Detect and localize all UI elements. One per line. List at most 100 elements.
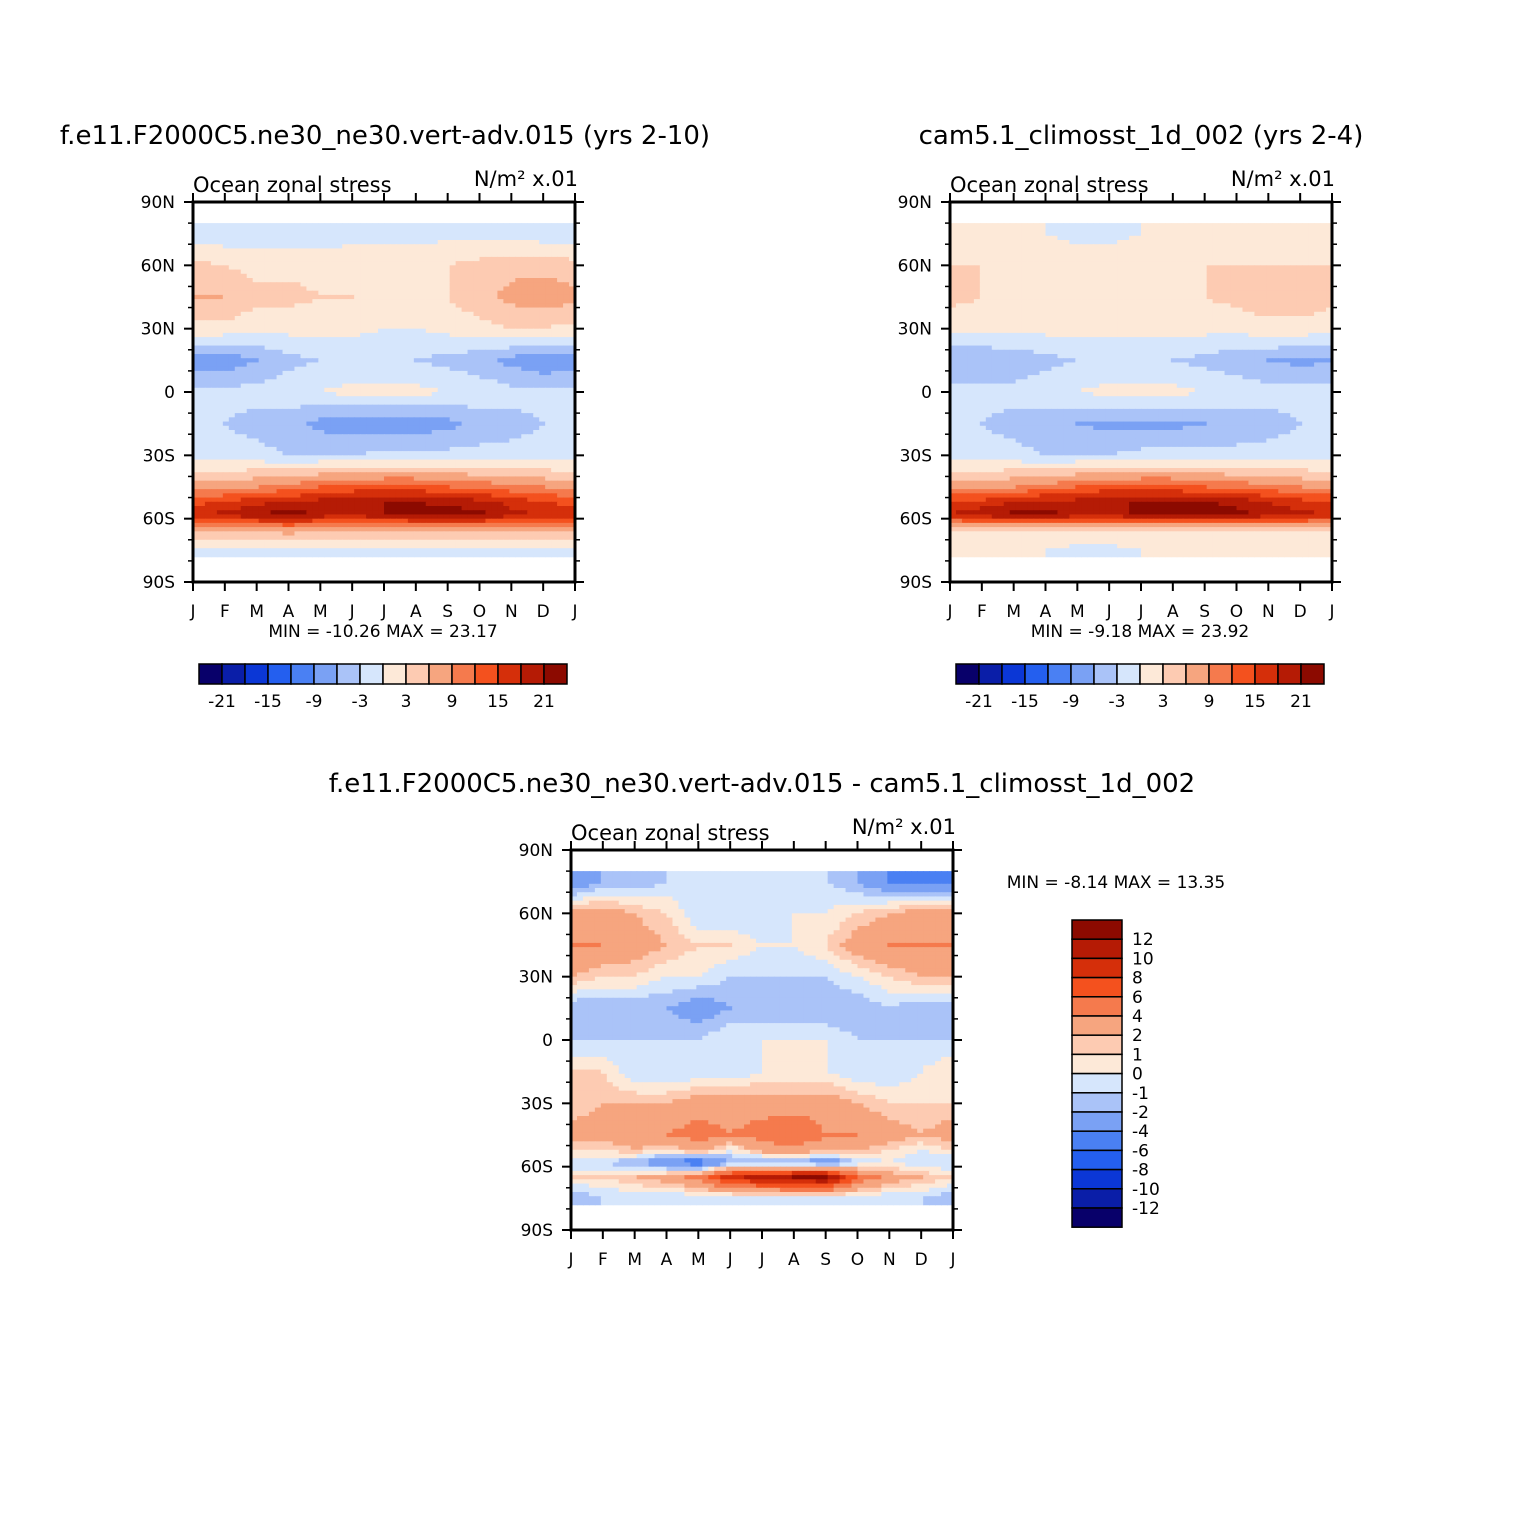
heatmap-cell xyxy=(539,497,546,503)
heatmap-cell xyxy=(240,273,248,279)
heatmap-cell xyxy=(545,438,552,444)
heatmap-cell xyxy=(342,442,349,448)
heatmap-cell xyxy=(282,396,290,402)
heatmap-cell xyxy=(395,518,403,524)
heatmap-cell xyxy=(461,341,469,347)
heatmap-cell xyxy=(527,544,534,549)
heatmap-cell xyxy=(569,506,576,511)
heatmap-cell xyxy=(425,337,433,342)
heatmap-cell xyxy=(270,396,278,402)
heatmap-cell xyxy=(539,256,546,262)
heatmap-cell xyxy=(324,328,331,334)
heatmap-cell xyxy=(455,307,463,313)
heatmap-cell xyxy=(527,493,534,499)
heatmap-cell xyxy=(240,493,248,499)
heatmap-cell xyxy=(234,282,242,288)
heatmap-cell xyxy=(312,446,319,452)
heatmap-cell xyxy=(360,366,367,372)
heatmap-cell xyxy=(324,303,331,309)
heatmap-cell xyxy=(413,269,421,275)
heatmap-cell xyxy=(246,349,254,355)
heatmap-cell xyxy=(384,375,391,380)
heatmap-cell xyxy=(431,252,439,258)
heatmap-cell xyxy=(282,248,290,254)
heatmap-cell xyxy=(557,290,564,296)
heatmap-cell xyxy=(222,501,230,507)
heatmap-cell xyxy=(551,489,558,494)
heatmap-cell xyxy=(527,527,534,532)
heatmap-cell xyxy=(431,421,439,427)
heatmap-cell xyxy=(384,235,391,241)
heatmap-cell xyxy=(443,362,451,368)
heatmap-cell xyxy=(264,227,272,233)
heatmap-cell xyxy=(389,248,397,254)
heatmap-cell xyxy=(509,455,516,461)
heatmap-cell xyxy=(348,392,355,397)
heatmap-cell xyxy=(240,501,248,507)
heatmap-cell xyxy=(204,514,212,520)
heatmap-cell xyxy=(563,493,570,499)
heatmap-cell xyxy=(569,294,576,300)
heatmap-cell xyxy=(306,316,313,321)
heatmap-cell xyxy=(312,261,319,266)
heatmap-cell xyxy=(557,354,564,359)
heatmap-cell xyxy=(288,282,296,288)
heatmap-cell xyxy=(198,506,206,511)
heatmap-cell xyxy=(443,514,451,520)
heatmap-cell xyxy=(455,354,463,359)
heatmap-cell xyxy=(521,455,528,461)
heatmap-cell xyxy=(318,535,325,541)
heatmap-cell xyxy=(419,362,427,368)
heatmap-cell xyxy=(455,535,463,541)
heatmap-cell xyxy=(228,261,236,266)
heatmap-cell xyxy=(372,442,379,448)
heatmap-cell xyxy=(503,227,510,233)
heatmap-cell xyxy=(234,290,242,296)
heatmap-cell xyxy=(443,345,451,351)
heatmap-cell xyxy=(276,332,284,338)
heatmap-cell xyxy=(198,442,206,448)
heatmap-cell xyxy=(216,459,224,465)
heatmap-cell xyxy=(467,484,475,490)
heatmap-cell xyxy=(270,320,278,326)
heatmap-cell xyxy=(443,413,451,418)
heatmap-cell xyxy=(234,434,242,440)
heatmap-cell xyxy=(485,463,493,469)
heatmap-cell xyxy=(366,493,373,499)
heatmap-cell xyxy=(557,497,564,503)
heatmap-cell xyxy=(204,244,212,250)
heatmap-cell xyxy=(240,400,248,406)
heatmap-cell xyxy=(569,455,576,461)
heatmap-cell xyxy=(246,489,254,494)
heatmap-cell xyxy=(503,282,510,288)
heatmap-cell xyxy=(557,548,564,554)
heatmap-cell xyxy=(533,337,540,342)
heatmap-cell xyxy=(527,227,534,233)
heatmap-cell xyxy=(443,311,451,317)
heatmap-cell xyxy=(336,273,343,279)
heatmap-cell xyxy=(401,354,409,359)
heatmap-cell xyxy=(413,522,421,528)
heatmap-cell xyxy=(312,290,319,296)
heatmap-cell xyxy=(240,539,248,545)
heatmap-cell xyxy=(234,421,242,427)
heatmap-cell xyxy=(485,451,493,456)
heatmap-cell xyxy=(216,501,224,507)
heatmap-cell xyxy=(389,358,397,364)
heatmap-cell xyxy=(336,354,343,359)
heatmap-cell xyxy=(497,375,504,380)
heatmap-cell xyxy=(533,472,540,478)
heatmap-cell xyxy=(276,539,284,545)
heatmap-cell xyxy=(264,379,272,385)
heatmap-cell xyxy=(336,294,343,300)
heatmap-cell xyxy=(503,527,510,532)
heatmap-cell xyxy=(563,413,570,418)
heatmap-cell xyxy=(521,375,528,380)
heatmap-cell xyxy=(515,484,522,490)
heatmap-cell xyxy=(324,375,331,380)
heatmap-cell xyxy=(222,235,230,241)
heatmap-cell xyxy=(204,299,212,304)
heatmap-cell xyxy=(569,311,576,317)
heatmap-cell xyxy=(204,501,212,507)
heatmap-cell xyxy=(497,417,504,423)
